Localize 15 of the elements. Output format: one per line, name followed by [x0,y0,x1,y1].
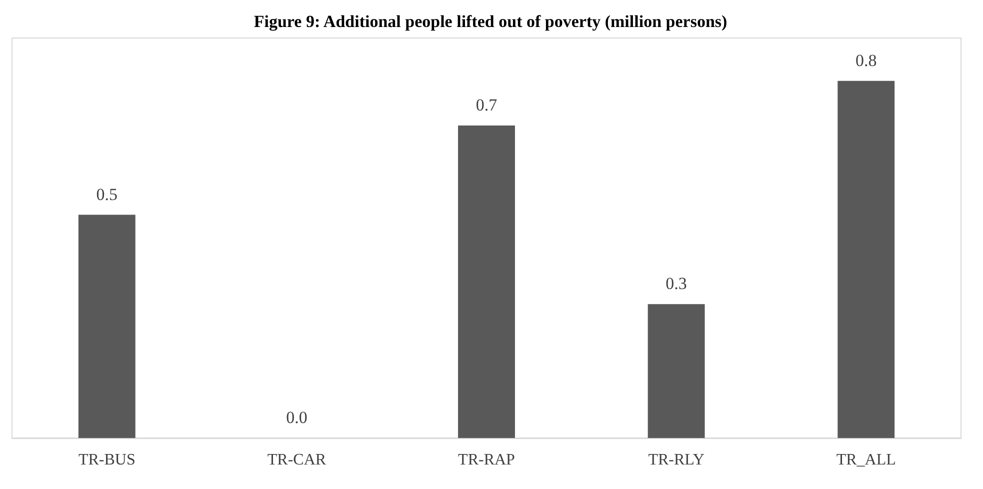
bar [458,126,515,438]
x-tick-label: TR-RLY [648,452,705,468]
x-tick-label: TR_ALL [836,452,896,468]
data-label: 0.7 [476,96,498,114]
data-label: 0.5 [96,184,118,204]
bar [838,80,895,438]
data-label: 0.0 [286,408,308,427]
bar [648,304,705,438]
x-tick-label: TR-CAR [267,452,326,468]
x-tick-label: TR-RAP [458,452,516,468]
x-tick-label: TR-BUS [78,452,136,468]
bar [78,214,136,438]
data-label: 0.3 [666,274,687,294]
data-label: 0.8 [855,50,877,70]
chart-title: Figure 9: Additional people lifted out of poverty (million persons) [254,12,728,31]
